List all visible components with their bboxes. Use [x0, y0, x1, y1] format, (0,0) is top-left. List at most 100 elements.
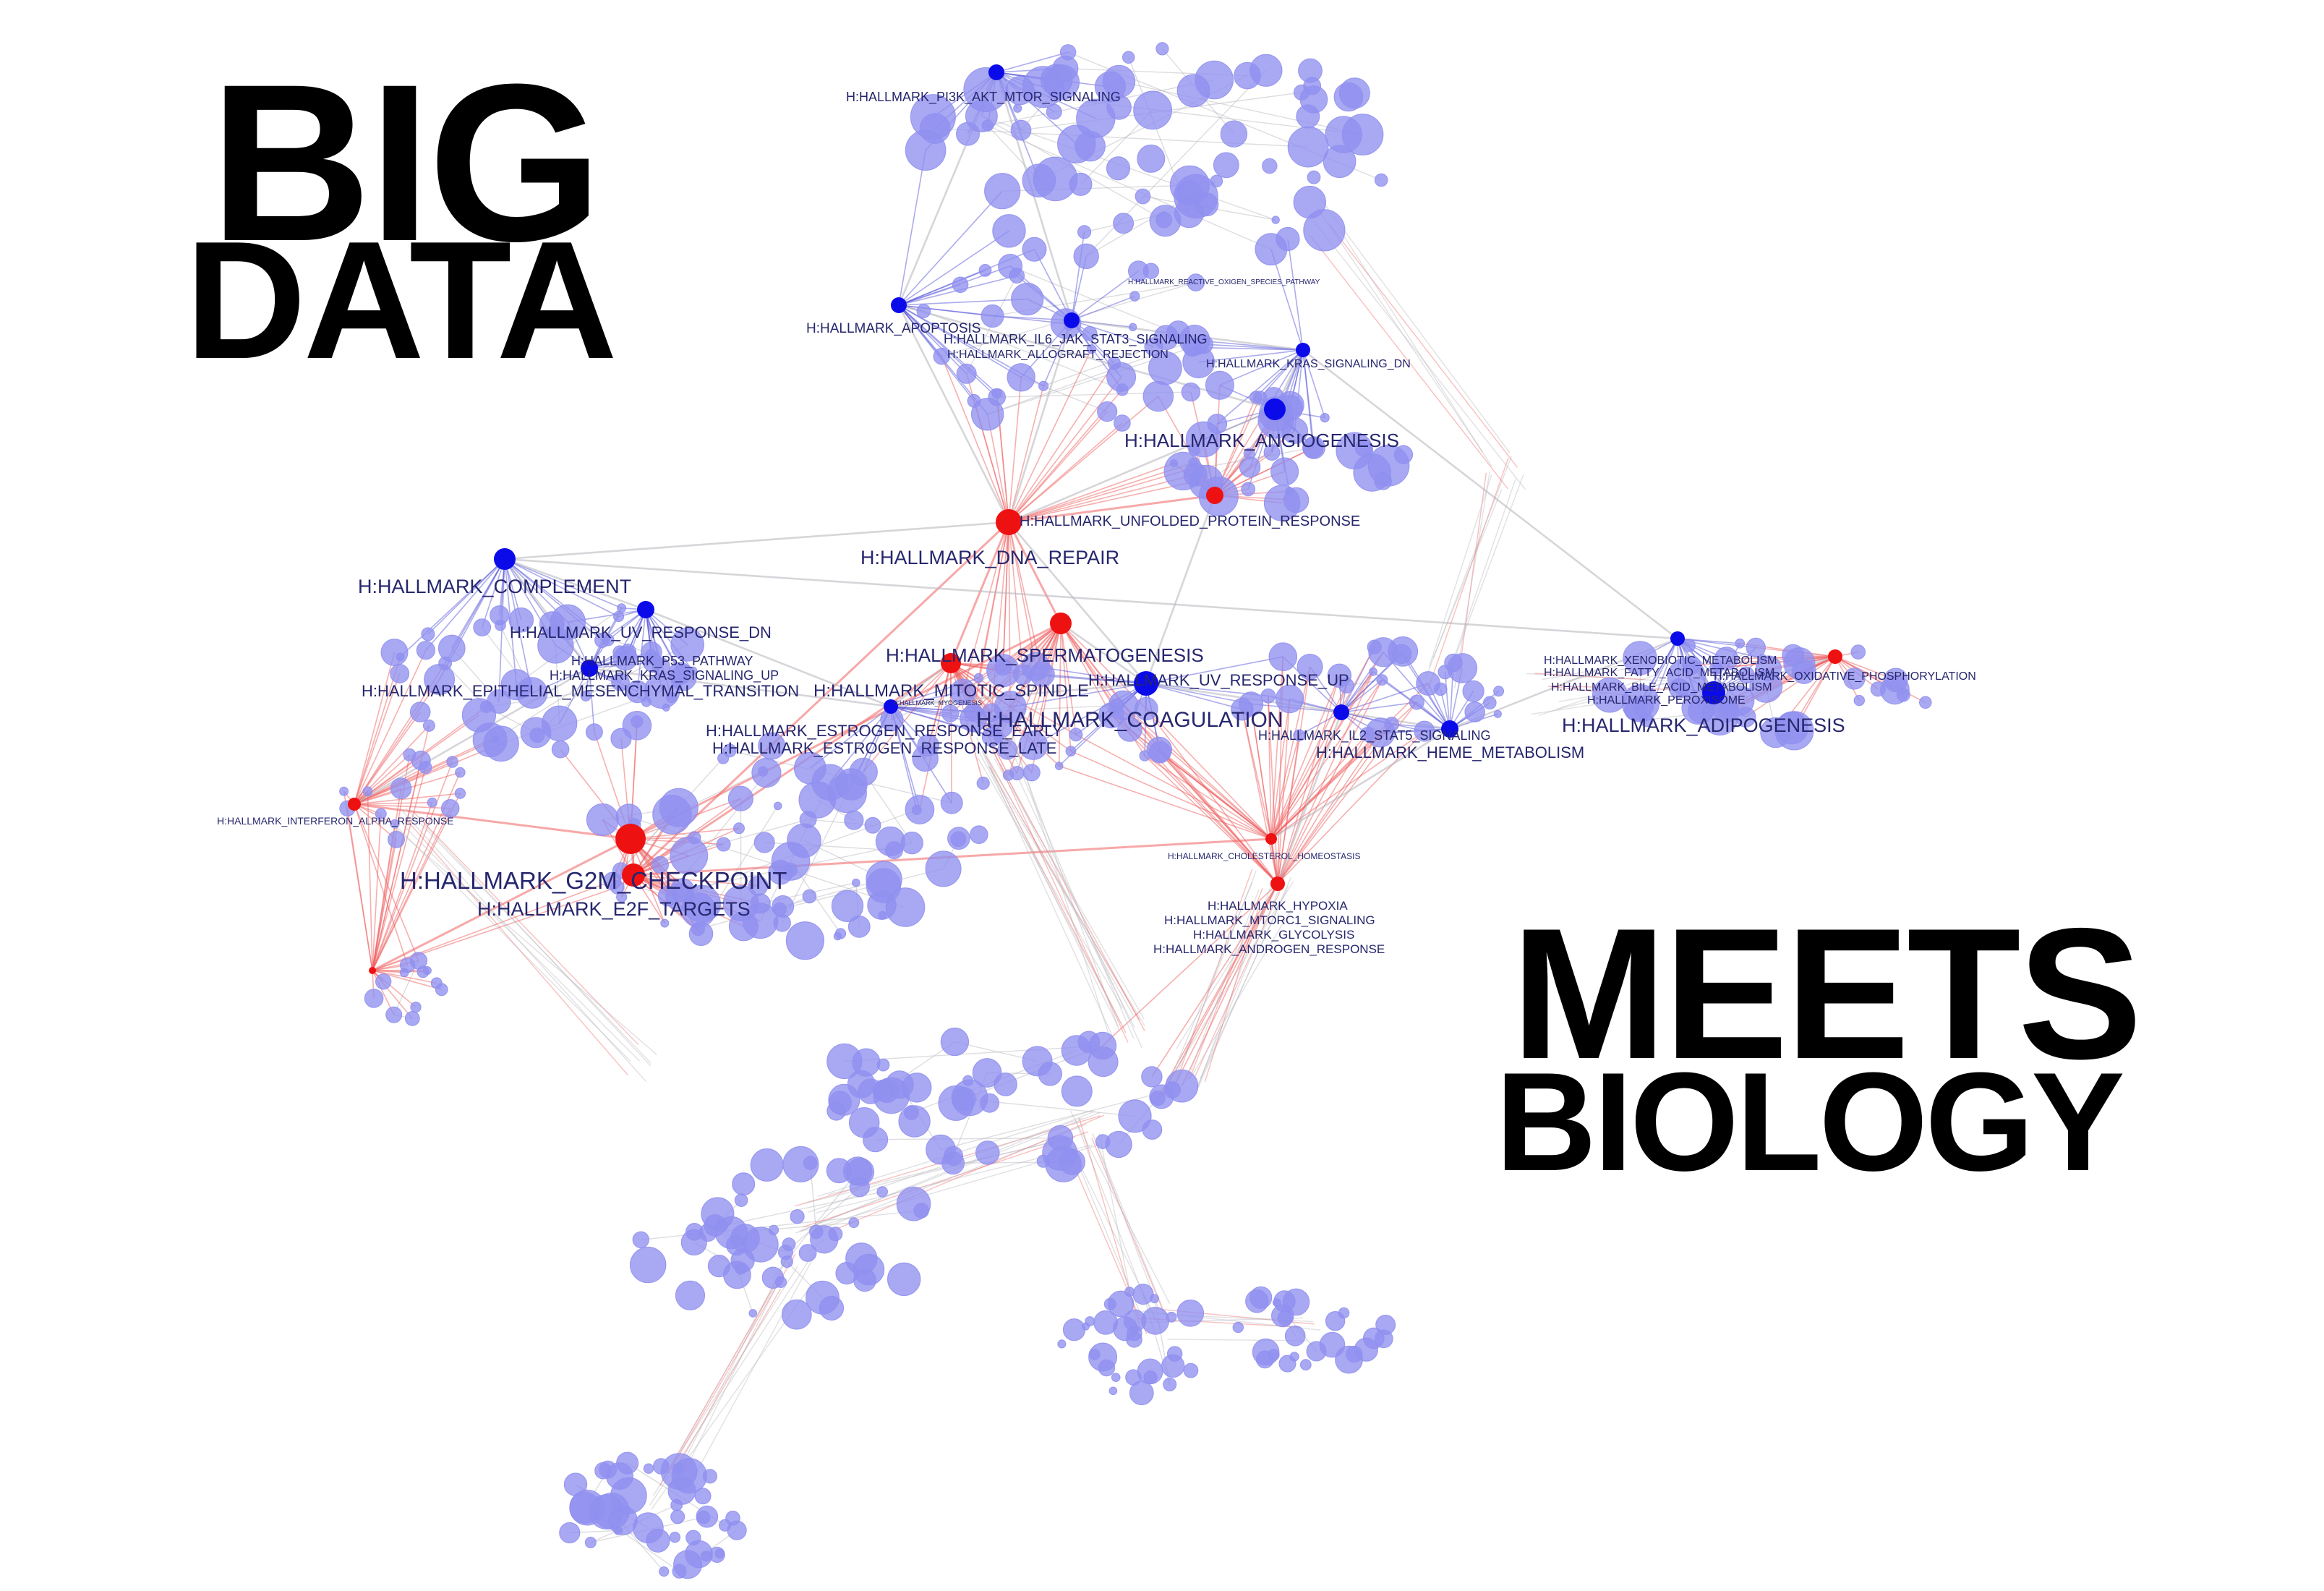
edge-bridge [1339, 229, 1492, 466]
edge-hub [399, 558, 505, 657]
gene-set-node [1338, 77, 1370, 109]
gene-set-node [1713, 698, 1738, 723]
edge-hub-link [645, 608, 892, 708]
gene-set-node [734, 1193, 748, 1207]
gene-set-node [610, 728, 632, 749]
edge-hub [343, 791, 373, 971]
gene-set-label: H:HALLMARK_ESTROGEN_RESPONSE_EARLY [706, 722, 1063, 740]
gene-set-node [1129, 1381, 1154, 1406]
gene-set-node [750, 893, 771, 914]
edge-hub [898, 304, 967, 375]
headline-word-meets: MEETS [1511, 889, 2143, 1098]
gene-set-node [1365, 717, 1396, 748]
edge-hub [1008, 462, 1194, 523]
edge-bridge [977, 757, 1123, 1009]
edge-bridge [393, 826, 657, 1056]
gene-set-node [853, 1253, 885, 1286]
gene-set-node [1086, 344, 1097, 354]
gene-set-node [1013, 103, 1022, 113]
gene-set-node [1483, 696, 1497, 710]
gene-set-node [912, 745, 939, 772]
gene-set-node [390, 664, 410, 683]
edge-hub [898, 304, 942, 357]
gene-set-node [1213, 152, 1239, 179]
edge-hub [354, 652, 396, 805]
gene-set-node [1135, 188, 1151, 205]
edge-bridge [1457, 472, 1487, 681]
gene-set-node [1414, 720, 1435, 742]
edge-bridge [403, 825, 640, 1062]
edge-hub [1277, 679, 1383, 884]
edge-bridge [659, 1273, 782, 1486]
edge-hub-link [1270, 728, 1451, 840]
edge-bridge [975, 738, 1134, 1016]
gene-set-node [981, 119, 994, 132]
gene-set-node [1010, 119, 1032, 141]
edge-hub [1060, 623, 1077, 735]
gene-set-node [768, 860, 793, 885]
gene-set-node [559, 1522, 581, 1544]
gene-set-node [551, 740, 570, 759]
gene-set-node [819, 1295, 845, 1321]
edge-hub [1071, 270, 1139, 321]
edge-bridge [1196, 885, 1289, 1088]
gene-set-node [1746, 637, 1767, 658]
gene-set-node [1108, 690, 1139, 720]
edge-hub [1270, 657, 1284, 840]
hub-node-blue [637, 601, 654, 618]
hub-node-red [1265, 833, 1277, 845]
edge-hub [1302, 349, 1314, 448]
edge-hub [1270, 666, 1311, 840]
gene-set-node [584, 1536, 597, 1548]
edge-hub [1268, 696, 1278, 884]
hub-node-red [941, 653, 961, 673]
gene-set-node [339, 786, 349, 796]
gene-set-node [612, 646, 638, 671]
edge-hub [863, 662, 952, 772]
edge-hub [898, 304, 1022, 378]
gene-set-node [981, 304, 1004, 328]
edge-hub [1242, 709, 1278, 884]
gene-set-node [733, 822, 745, 835]
gene-set-node [967, 393, 981, 408]
edge-hub [372, 793, 461, 971]
edge-hub [1008, 462, 1174, 523]
gene-set-node [1076, 98, 1116, 139]
edge-hub-link [1008, 494, 1216, 524]
edge-hub [589, 667, 595, 733]
gene-set-node [364, 989, 384, 1008]
gene-set-node [688, 666, 698, 675]
gene-set-node [602, 634, 615, 647]
edge-hub [1726, 656, 1836, 660]
gene-set-node [748, 1309, 758, 1318]
gene-set-node [1296, 104, 1320, 129]
gene-set-node [1073, 243, 1099, 269]
edge-bridge [1075, 1121, 1146, 1300]
gene-set-node [1262, 158, 1278, 174]
gene-set-node [1150, 1294, 1159, 1304]
gene-set-node [660, 918, 670, 928]
gene-set-node [672, 1564, 687, 1579]
edge-hub [1144, 755, 1278, 884]
edge-hub [504, 558, 619, 618]
edge-hub [1270, 735, 1300, 840]
gene-set-node [1107, 357, 1122, 370]
edge-bridge [1424, 456, 1512, 679]
edge-bridge [399, 808, 647, 1083]
edge-hub [1008, 396, 1159, 523]
gene-set-node [976, 776, 990, 790]
gene-set-label: H:HALLMARK_KRAS_SIGNALING_UP [550, 668, 779, 683]
edge-hub [354, 679, 440, 805]
gene-set-node [1094, 71, 1126, 103]
edge-hub [1071, 295, 1135, 321]
gene-set-label: H:HALLMARK_SPERMATOGENESIS [886, 644, 1204, 666]
gene-set-node [1038, 380, 1049, 391]
gene-set-node [1007, 363, 1035, 392]
gene-set-node [520, 717, 552, 748]
edge-hub [1277, 671, 1374, 884]
edge-bridge [1167, 1339, 1307, 1342]
edge-hub [898, 190, 1003, 306]
gene-set-node [925, 850, 962, 887]
hub-node-red [996, 509, 1022, 535]
edge-hub [372, 767, 427, 971]
